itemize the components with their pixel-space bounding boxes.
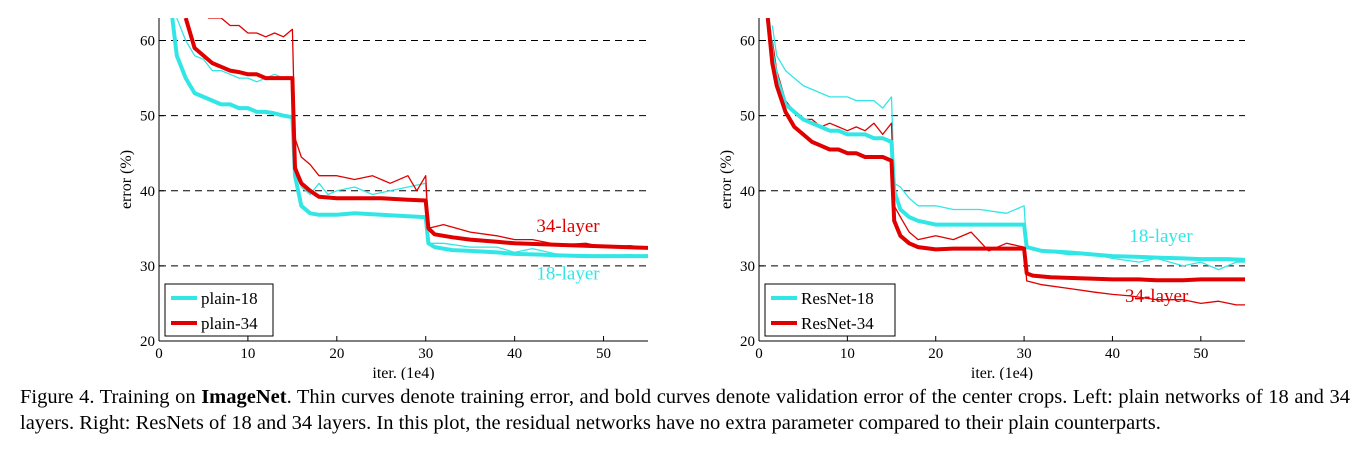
x-tick-label: 0 xyxy=(155,346,163,362)
x-tick-label: 50 xyxy=(596,346,611,362)
y-tick-label: 60 xyxy=(140,34,155,50)
series-line-resnet-18-train- xyxy=(771,25,1245,271)
legend-box xyxy=(164,283,274,337)
plot-area xyxy=(765,18,1245,306)
legend: ResNet-18 ResNet-34 xyxy=(764,283,896,337)
y-axis-label: error (%) xyxy=(118,150,135,209)
x-tick-label: 20 xyxy=(329,346,344,362)
y-tick-label: 40 xyxy=(740,184,755,200)
right-chart-resnet: 20 30 40 50 60 0 10 20 30 40 50 iter. (1e4) error (%… xyxy=(718,18,1245,380)
series-annotation: 34-layer xyxy=(1125,286,1189,307)
y-tick-label: 30 xyxy=(140,259,155,275)
y-tick-label: 50 xyxy=(740,109,755,125)
legend-label: ResNet-18 xyxy=(801,289,874,308)
legend-label: plain-18 xyxy=(201,289,258,308)
series-line-resnet-34-val- xyxy=(765,18,1245,283)
series-line-plain-18-val- xyxy=(170,18,648,259)
y-tick-label: 20 xyxy=(140,334,155,350)
legend-label: ResNet-34 xyxy=(801,314,874,333)
y-tick-label: 20 xyxy=(740,334,755,350)
series-annotation: 34-layer xyxy=(536,216,600,237)
caption-rest: . Thin curves denote training error, and… xyxy=(20,386,1350,434)
plot-area xyxy=(170,18,648,259)
y-tick-label: 40 xyxy=(140,184,155,200)
x-tick-label: 40 xyxy=(507,346,522,362)
x-tick-label: 40 xyxy=(1105,346,1120,362)
figure-caption: Figure 4. Training on ImageNet. Thin cur… xyxy=(20,384,1350,436)
y-tick-label: 60 xyxy=(740,34,755,50)
x-tick-label: 30 xyxy=(1017,346,1032,362)
x-tick-label: 30 xyxy=(418,346,433,362)
legend-label: plain-34 xyxy=(201,314,258,333)
series-line-resnet-18-val- xyxy=(765,18,1245,262)
x-tick-label: 20 xyxy=(928,346,943,362)
caption-lead: Figure 4. Training on xyxy=(20,386,202,408)
series-line-resnet-34-train- xyxy=(771,40,1245,306)
x-tick-label: 50 xyxy=(1193,346,1208,362)
series-annotation: 18-layer xyxy=(536,263,600,284)
x-tick-label: 10 xyxy=(240,346,255,362)
legend: plain-18 plain-34 xyxy=(164,283,274,337)
series-line-plain-34-train- xyxy=(207,18,648,250)
caption-bold: ImageNet xyxy=(201,386,287,408)
y-axis-label: error (%) xyxy=(718,150,735,209)
x-axis-label: iter. (1e4) xyxy=(971,365,1033,380)
series-line-plain-18-train- xyxy=(176,18,648,258)
x-tick-label: 10 xyxy=(840,346,855,362)
y-tick-label: 30 xyxy=(740,259,755,275)
x-tick-label: 0 xyxy=(755,346,763,362)
left-chart-plain: 20 30 40 50 60 0 10 20 30 40 50 iter. (1e4) error (%… xyxy=(118,18,648,380)
x-axis-label: iter. (1e4) xyxy=(372,365,434,380)
figure: 20 30 40 50 60 0 10 20 30 40 50 iter. (1e4) error (%… xyxy=(118,18,1245,380)
y-tick-label: 50 xyxy=(140,109,155,125)
series-line-plain-34-val- xyxy=(183,18,648,250)
series-annotation: 18-layer xyxy=(1129,226,1193,247)
legend-box xyxy=(764,283,896,337)
